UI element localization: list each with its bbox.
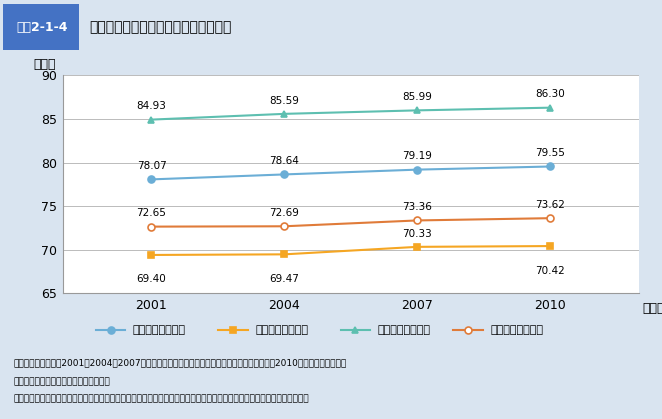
Text: 健康寿命（男性）: 健康寿命（男性） <box>255 325 308 335</box>
Text: 資料：平均寿命は、2001、2004、2007年は、厚生労働省大臣官房統計情報部「簡易生命表」、2010年は、厚生労働省大: 資料：平均寿命は、2001、2004、2007年は、厚生労働省大臣官房統計情報部… <box>13 358 346 367</box>
Text: 78.64: 78.64 <box>269 156 299 166</box>
Text: 70.42: 70.42 <box>536 266 565 276</box>
FancyBboxPatch shape <box>3 4 79 50</box>
Text: 69.47: 69.47 <box>269 274 299 284</box>
Text: 85.99: 85.99 <box>402 92 432 102</box>
Text: 79.55: 79.55 <box>536 148 565 158</box>
Text: 健康寿命（女性）: 健康寿命（女性） <box>490 325 544 335</box>
Text: 73.36: 73.36 <box>402 202 432 212</box>
Text: 図表2-1-4: 図表2-1-4 <box>16 21 68 34</box>
Text: 78.07: 78.07 <box>136 161 166 171</box>
Text: 85.59: 85.59 <box>269 96 299 106</box>
Text: 臣官房統計情報部「完全生命表」: 臣官房統計情報部「完全生命表」 <box>13 377 110 386</box>
Text: 健康寿命は、厚生労働科学研究費補助金「健康寿命における将来予測と生活習慣病対策の費用対効果に関する研究」: 健康寿命は、厚生労働科学研究費補助金「健康寿命における将来予測と生活習慣病対策の… <box>13 394 309 403</box>
Text: 72.69: 72.69 <box>269 208 299 218</box>
Text: 72.65: 72.65 <box>136 208 166 218</box>
Text: 平均寿命と健康寿命の推移（男女別）: 平均寿命と健康寿命の推移（男女別） <box>89 20 232 34</box>
Text: 86.30: 86.30 <box>536 89 565 99</box>
Text: 69.40: 69.40 <box>136 274 166 285</box>
Text: 79.19: 79.19 <box>402 151 432 161</box>
Text: 70.33: 70.33 <box>402 228 432 238</box>
Text: 平均寿命（女性）: 平均寿命（女性） <box>377 325 430 335</box>
Text: 84.93: 84.93 <box>136 101 166 111</box>
Text: 73.62: 73.62 <box>536 200 565 210</box>
Text: （年）: （年） <box>642 302 662 315</box>
Text: 平均寿命（男性）: 平均寿命（男性） <box>132 325 185 335</box>
Text: （年）: （年） <box>34 58 56 71</box>
